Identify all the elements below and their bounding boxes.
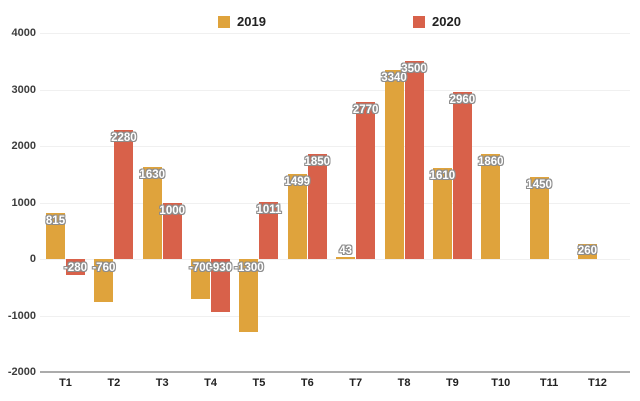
y-tick-label-1000: 1000 <box>11 196 36 209</box>
gridline-0 <box>40 259 630 260</box>
y-tick-label-2000: 2000 <box>11 140 36 152</box>
bar-2019-T4[interactable] <box>191 259 211 299</box>
bar-2019-T11[interactable] <box>529 177 549 259</box>
bar-2019-T2[interactable] <box>94 259 114 302</box>
bar-2020-T5[interactable] <box>259 201 279 259</box>
x-tick-label-T11: T11 <box>539 377 559 389</box>
legend-label-2019: 2019 <box>237 14 266 29</box>
legend-swatch-2019 <box>218 15 230 28</box>
bar-2019-T3[interactable] <box>142 166 162 259</box>
gridline-3000 <box>40 89 630 91</box>
x-tick-label-T7: T7 <box>349 377 363 389</box>
bar-2019-T8[interactable] <box>384 70 404 259</box>
x-tick-label-T6: T6 <box>300 377 314 389</box>
gridline-1000 <box>40 202 630 204</box>
x-tick-label-T9: T9 <box>445 377 459 389</box>
bar-2020-T1[interactable] <box>66 259 85 275</box>
bar-2020-T3[interactable] <box>162 202 182 259</box>
x-tick-label-T10: T10 <box>491 377 511 389</box>
legend-swatch-2020 <box>413 15 425 28</box>
bar-2019-T5[interactable] <box>239 259 259 333</box>
legend-item-2019[interactable]: 2019 <box>218 14 266 29</box>
bar-2020-T7[interactable] <box>356 102 376 259</box>
y-tick-label--1000: -1000 <box>7 309 36 322</box>
x-tick-label-T12: T12 <box>587 377 607 389</box>
bar-2020-T4[interactable] <box>211 259 231 312</box>
bar-2019-T9[interactable] <box>432 168 452 259</box>
gridline--2000 <box>40 371 630 373</box>
x-tick-label-T4: T4 <box>204 377 217 389</box>
bar-2020-T6[interactable] <box>307 154 327 259</box>
gridline--1000 <box>40 315 630 317</box>
x-tick-label-T2: T2 <box>107 377 121 389</box>
bar-2019-T6[interactable] <box>287 174 307 259</box>
bar-value-label-2019-T7: 43 <box>339 245 353 257</box>
x-tick-label-T8: T8 <box>397 377 411 389</box>
legend-label-2020: 2020 <box>432 14 461 29</box>
bar-2019-T7[interactable] <box>336 256 356 259</box>
y-tick-label-3000: 3000 <box>11 83 36 96</box>
gridline-2000 <box>40 146 630 147</box>
x-tick-label-T5: T5 <box>252 377 266 389</box>
x-tick-label-T3: T3 <box>155 377 169 389</box>
bar-2019-T12[interactable] <box>577 244 597 259</box>
x-tick-label-T1: T1 <box>59 377 72 389</box>
bar-2020-T2[interactable] <box>114 130 134 259</box>
bar-2020-T9[interactable] <box>452 91 472 259</box>
y-tick-label-4000: 4000 <box>11 27 36 39</box>
bar-2019-T10[interactable] <box>481 153 501 259</box>
y-tick-label-0: 0 <box>29 253 36 265</box>
y-tick-label--2000: -2000 <box>7 366 36 378</box>
bar-2019-T1[interactable] <box>46 212 65 259</box>
gridline-4000 <box>40 33 630 34</box>
bar-2020-T8[interactable] <box>404 61 424 259</box>
legend-item-2020[interactable]: 2020 <box>413 14 461 29</box>
